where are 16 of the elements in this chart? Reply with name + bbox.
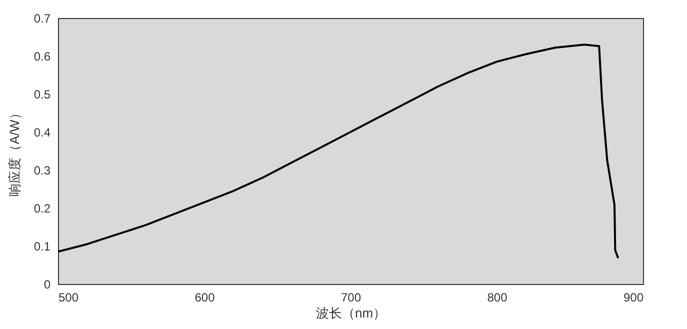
line-series: [58, 44, 620, 260]
y-tick-label: 0.1: [34, 240, 51, 254]
y-tick-label: 0.5: [34, 88, 51, 102]
y-tick-label: 0.6: [34, 50, 51, 64]
y-tick-label: 0: [44, 278, 51, 292]
x-tick-label: 900: [623, 290, 644, 304]
y-tick-label: 0.7: [34, 12, 51, 26]
x-tick-label: 600: [194, 290, 216, 304]
y-tick-label: 0.3: [34, 164, 51, 178]
x-tick-label: 800: [487, 290, 508, 304]
x-tick-label: 500: [58, 290, 79, 304]
x-axis-title: 波长（nm）: [316, 306, 386, 320]
y-tick-label: 0.2: [34, 202, 51, 216]
y-tick-label: 0.4: [34, 126, 51, 140]
x-tick-label: 700: [340, 290, 362, 304]
y-axis-title: 响应度（A/W）: [6, 106, 22, 196]
